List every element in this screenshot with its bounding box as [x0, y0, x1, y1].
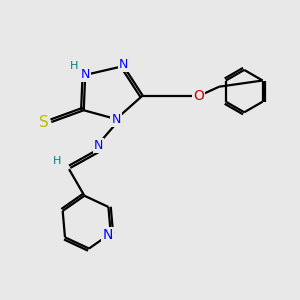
Text: N: N: [94, 139, 103, 152]
Text: N: N: [80, 68, 90, 81]
Text: N: N: [112, 112, 121, 126]
Text: N: N: [103, 228, 113, 242]
Text: H: H: [70, 61, 78, 71]
Text: H: H: [52, 156, 61, 166]
Text: O: O: [193, 88, 204, 103]
Text: N: N: [119, 58, 128, 71]
Text: S: S: [39, 115, 49, 130]
